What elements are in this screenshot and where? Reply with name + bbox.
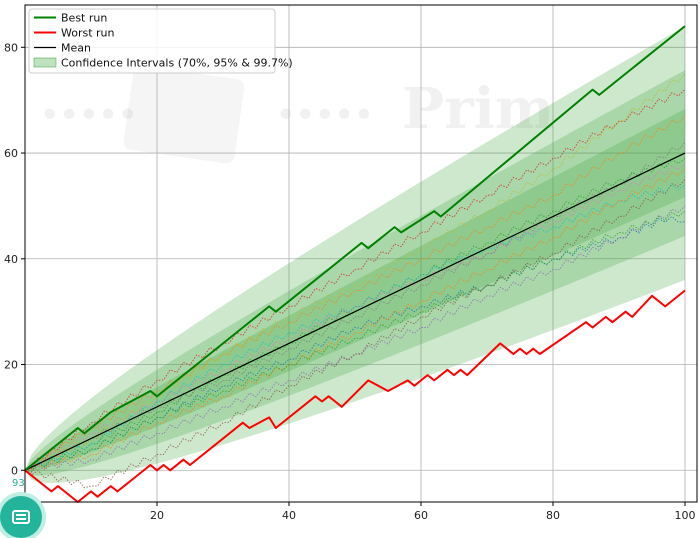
best-run-line (24, 25, 686, 472)
watermark-text: Prim (402, 76, 554, 142)
legend-label-mean: Mean (61, 42, 91, 55)
notification-badge: 93 (12, 478, 25, 489)
plot-frame (24, 4, 698, 503)
x-tick-label: 20 (150, 509, 164, 522)
grid (25, 5, 697, 502)
watermark: ..... ..... Prim (40, 65, 554, 164)
legend-label-ci: Confidence Intervals (70%, 95% & 99.7%) (61, 57, 293, 70)
legend-swatch-ci (33, 57, 57, 68)
simulation-run-line (24, 210, 686, 472)
legend: Best run Worst run Mean Confidence Inter… (28, 8, 293, 74)
watermark-dots-left: ..... (40, 66, 137, 132)
y-tick-label: 20 (4, 359, 18, 372)
axis-ticks: 20 40 60 80 100 0 20 40 60 80 (4, 41, 696, 522)
simulation-run-line (25, 73, 686, 471)
confidence-band-95 (25, 70, 685, 476)
x-tick-label: 40 (282, 509, 296, 522)
legend-box (28, 8, 276, 74)
legend-label-worst: Worst run (61, 27, 115, 40)
x-tick-label: 80 (546, 509, 560, 522)
y-tick-label: 0 (11, 464, 18, 477)
simulation-run-line (24, 163, 686, 471)
mean-line (24, 152, 686, 471)
watermark-dots-right: ..... (276, 66, 373, 132)
simulation-run-line (24, 89, 686, 471)
x-tick-label: 100 (675, 509, 696, 522)
confidence-band-70 (25, 109, 685, 472)
chat-icon (12, 510, 30, 524)
simulation-run-line (24, 205, 686, 473)
y-tick-label: 80 (4, 41, 18, 54)
simulation-run-line (24, 157, 686, 472)
x-tick-label: 60 (414, 509, 428, 522)
y-tick-label: 60 (4, 147, 18, 160)
simulation-run-line (24, 115, 686, 471)
simulation-run-line (24, 168, 686, 473)
main-series (24, 25, 686, 503)
legend-label-best: Best run (61, 12, 107, 25)
chat-button[interactable] (0, 496, 42, 538)
worst-run-line (24, 289, 686, 503)
y-tick-label: 40 (4, 253, 18, 266)
simulation-runs (24, 73, 686, 489)
